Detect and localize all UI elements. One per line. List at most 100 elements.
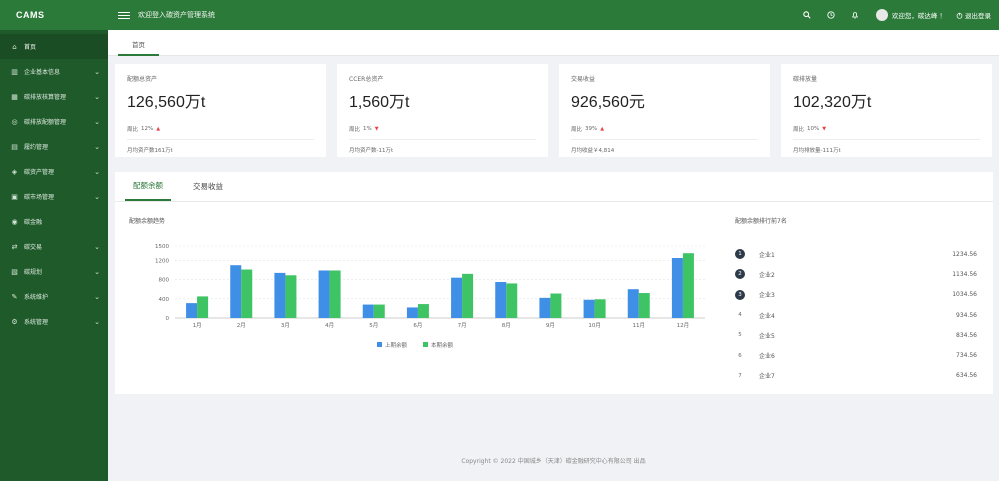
rank-company: 企业7 xyxy=(759,373,775,381)
trend-value: 39% xyxy=(585,126,598,132)
x-tick-label: 12月 xyxy=(677,322,690,329)
home-icon: ⌂ xyxy=(12,42,17,51)
logout-icon xyxy=(956,12,963,19)
avatar[interactable] xyxy=(875,9,888,21)
card-footer: 月均收益￥4,814 xyxy=(571,148,615,154)
bar-previous xyxy=(318,270,330,318)
card-label: CCER总资产 xyxy=(349,76,384,83)
tab-trade-income[interactable]: 交易收益 xyxy=(193,182,223,191)
ranking-row: 6 企业6 734.56 xyxy=(735,345,977,365)
brand-logo[interactable]: CAMS xyxy=(0,0,108,30)
sidebar-item-0[interactable]: ⌂ 首页 xyxy=(0,34,108,59)
y-tick-label: 400 xyxy=(159,297,170,303)
sidebar-item-label: 首页 xyxy=(24,44,37,51)
x-tick-label: 1月 xyxy=(193,322,202,329)
bar-current xyxy=(285,275,297,318)
tab-home[interactable]: 首页 xyxy=(118,33,159,56)
search-icon[interactable] xyxy=(802,10,812,20)
bar-current xyxy=(506,283,518,318)
trend-label: 周比 xyxy=(793,127,805,133)
sidebar-item-label: 企业基本信息 xyxy=(24,69,61,76)
menu-toggle-icon[interactable] xyxy=(118,11,130,19)
logout-button[interactable]: 退出登录 xyxy=(956,10,991,20)
card-footer: 月均资产数-11万t xyxy=(349,148,394,154)
divider xyxy=(571,139,758,140)
sidebar-item-10[interactable]: ✎ 系统维护 ⌄ xyxy=(0,284,108,309)
bar-previous xyxy=(230,265,242,318)
rank-value: 1234.56 xyxy=(952,250,977,258)
trade-icon: ⇄ xyxy=(11,242,18,251)
chevron-down-icon: ⌄ xyxy=(94,167,100,176)
bar-previous xyxy=(495,282,507,318)
card-label: 碳排放量 xyxy=(793,76,818,83)
rank-badge: 5 xyxy=(738,332,742,339)
sidebar-item-9[interactable]: ▧ 碳规划 ⌄ xyxy=(0,259,108,284)
card-footer: 月均排放量-111万t xyxy=(793,148,841,154)
bar-previous xyxy=(362,304,374,318)
maintain-icon: ✎ xyxy=(11,292,18,301)
legend-swatch xyxy=(423,342,428,347)
rank-badge: 4 xyxy=(738,312,742,319)
sidebar-item-label: 碳排放核算管理 xyxy=(24,94,67,101)
y-tick-label: 1200 xyxy=(155,258,169,264)
card-label: 配额总资产 xyxy=(127,76,158,83)
sidebar-item-2[interactable]: ▦ 碳排放核算管理 ⌄ xyxy=(0,84,108,109)
ranking-row: 2 企业2 1134.56 xyxy=(735,264,977,284)
ranking-row: 1 企业1 1234.56 xyxy=(735,244,977,264)
sidebar-item-8[interactable]: ⇄ 碳交易 ⌄ xyxy=(0,234,108,259)
sidebar-item-7[interactable]: ◉ 碳金融 xyxy=(0,209,108,234)
x-tick-label: 2月 xyxy=(237,322,246,329)
asset-icon: ◈ xyxy=(11,167,18,176)
sidebar-item-3[interactable]: ◎ 碳排放配额管理 ⌄ xyxy=(0,109,108,134)
x-tick-label: 10月 xyxy=(588,322,601,329)
bell-icon[interactable] xyxy=(850,10,860,20)
sidebar-item-4[interactable]: ▤ 履约管理 ⌄ xyxy=(0,134,108,159)
rank-badge: 2 xyxy=(735,269,745,280)
rank-value: 1034.56 xyxy=(952,291,977,299)
building-icon: ▥ xyxy=(11,67,18,76)
logout-label: 退出登录 xyxy=(965,12,991,20)
rank-badge: 6 xyxy=(738,352,742,359)
rank-badge: 1 xyxy=(735,249,745,260)
sidebar-item-label: 碳交易 xyxy=(24,244,43,251)
sidebar: CAMS ⌂ 首页 ▥ 企业基本信息 ⌄ ▦ 碳排放核算管理 ⌄ ◎ 碳排放配额管理 ⌄ ▤ 履约管理 ⌄… xyxy=(0,0,108,481)
stat-card: 交易收益 926,560元 周比 39% ▲ 月均收益￥4,814 xyxy=(559,64,770,157)
y-tick-label: 1500 xyxy=(155,244,169,250)
bar-current xyxy=(462,273,474,318)
bar-current xyxy=(197,296,209,318)
sidebar-item-6[interactable]: ▣ 碳市场管理 ⌄ xyxy=(0,184,108,209)
ranking-row: 3 企业3 1034.56 xyxy=(735,285,977,305)
legend-swatch xyxy=(377,342,382,347)
y-tick-label: 800 xyxy=(159,278,170,284)
bar-current xyxy=(638,293,650,318)
trend-value: 10% xyxy=(807,126,820,132)
rank-company: 企业3 xyxy=(759,292,775,300)
finance-icon: ◉ xyxy=(11,217,18,226)
chart-panel: 配额余额 交易收益 配额余额趋势 配额余额排行前7名 0 400 800 1200 15… xyxy=(115,172,993,394)
ranking-row: 5 企业5 834.56 xyxy=(735,325,977,345)
card-footer: 月均资产数161万t xyxy=(127,148,173,154)
sidebar-item-11[interactable]: ⚙ 系统管理 ⌄ xyxy=(0,309,108,334)
stat-card: 配额总资产 126,560万t 周比 12% ▲ 月均资产数161万t xyxy=(115,64,326,157)
clock-icon[interactable] xyxy=(826,10,836,20)
trend-label: 周比 xyxy=(571,127,583,133)
x-tick-label: 6月 xyxy=(413,322,422,329)
tab-quota-balance[interactable]: 配额余额 xyxy=(125,172,171,201)
user-greeting[interactable]: 欢迎您，碳达峰 ！ xyxy=(891,12,946,20)
market-icon: ▣ xyxy=(11,192,18,201)
sidebar-item-1[interactable]: ▥ 企业基本信息 ⌄ xyxy=(0,59,108,84)
bar-current xyxy=(417,304,429,318)
legend-label: 上期余额 xyxy=(385,341,408,349)
chart-title: 配额余额趋势 xyxy=(129,218,166,225)
x-tick-label: 4月 xyxy=(325,322,334,329)
card-value: 926,560元 xyxy=(571,94,645,111)
rank-badge: 7 xyxy=(738,372,742,379)
rank-value: 634.56 xyxy=(956,372,977,380)
sidebar-item-5[interactable]: ◈ 碳资产管理 ⌄ xyxy=(0,159,108,184)
bar-previous xyxy=(406,307,418,318)
rank-company: 企业2 xyxy=(759,271,775,279)
ranking-row: 7 企业7 634.56 xyxy=(735,366,977,386)
sidebar-item-label: 碳市场管理 xyxy=(24,194,55,201)
plan-icon: ▧ xyxy=(11,267,18,276)
bar-previous xyxy=(451,277,463,318)
